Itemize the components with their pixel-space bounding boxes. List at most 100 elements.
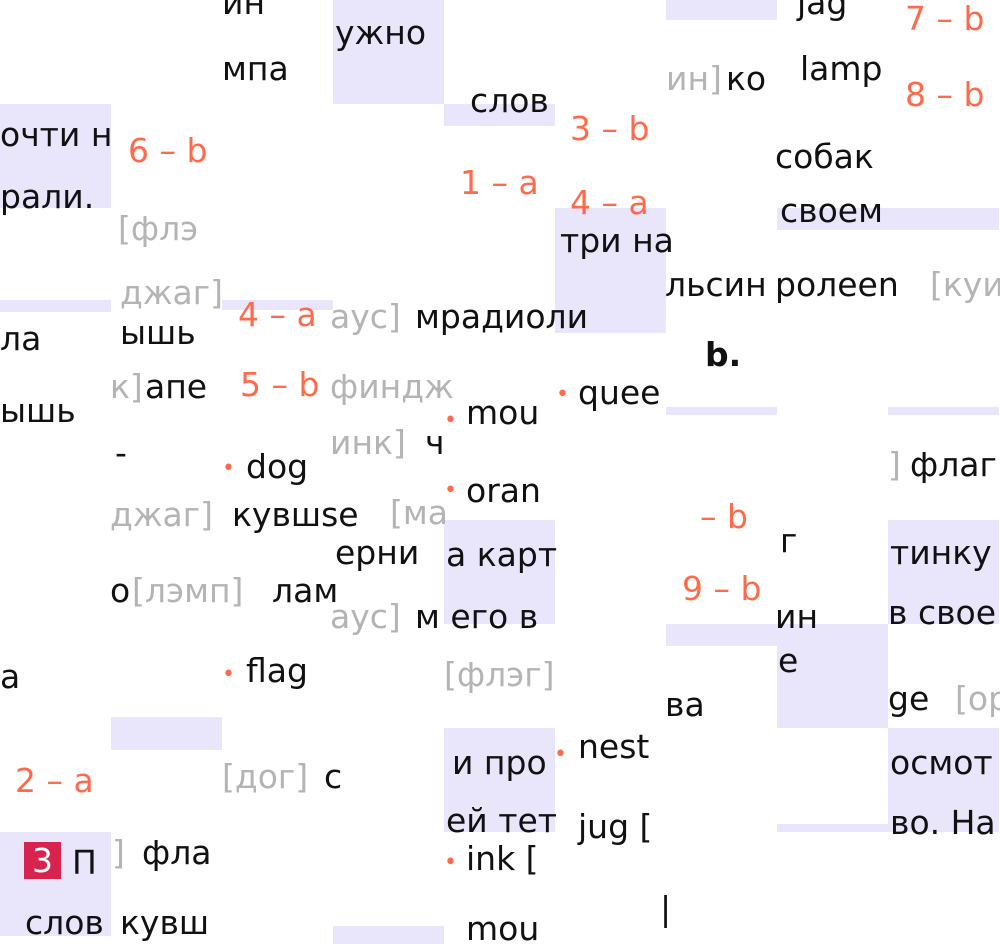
word-nest: nest: [578, 727, 650, 766]
transcription: [ор: [955, 679, 1000, 718]
bullet-dot: •: [556, 382, 569, 407]
highlight-tile: [333, 926, 444, 944]
word-ink: ink [: [466, 839, 539, 878]
answer-label: 1 – a: [460, 163, 539, 202]
text-fragment: мрадиоли: [415, 297, 589, 336]
highlight-tile: [777, 208, 999, 230]
text-fragment: |: [660, 889, 672, 928]
word-flag: flag: [246, 651, 308, 690]
transcription: [дог]: [222, 757, 309, 796]
highlight-tile: [777, 824, 888, 832]
highlight-tile: [0, 104, 111, 208]
transcription: к]: [110, 367, 143, 406]
word-mouse: mou: [466, 909, 540, 948]
answer-label: 8 – b: [905, 75, 985, 114]
text-fragment: -: [115, 433, 127, 472]
text-fragment: е: [778, 641, 799, 680]
highlight-tile: [444, 728, 555, 832]
highlight-tile: [888, 520, 999, 624]
highlight-tile: [555, 208, 666, 333]
answer-label: 2 – a: [15, 761, 94, 800]
text-fragment: во. На: [890, 803, 996, 842]
word-mouse: mou: [466, 393, 540, 432]
word-jug: jug [: [578, 807, 653, 846]
transcription: аус]: [330, 297, 401, 336]
bullet-dot: •: [222, 456, 235, 481]
highlight-tile: [666, 624, 777, 646]
transcription: инк]: [330, 423, 406, 462]
text-fragment: ла: [0, 319, 42, 358]
transcription: ]: [888, 445, 901, 484]
highlight-tile: [777, 624, 888, 728]
highlight-tile: [444, 104, 555, 126]
transcription: ин]: [666, 59, 722, 98]
transcription: ]: [112, 833, 125, 872]
word-queen: quee: [578, 373, 661, 412]
exercise-number-badge: 3: [24, 842, 61, 879]
text-fragment: рали.: [0, 177, 95, 216]
text-fragment: лам: [272, 571, 339, 610]
transcription: аус]: [330, 597, 401, 636]
bullet-dot: •: [444, 408, 457, 433]
highlight-tile: [666, 0, 777, 20]
text-fragment: своем: [780, 191, 883, 230]
text-fragment: П: [72, 843, 97, 882]
text-fragment: ин: [775, 597, 819, 636]
text-fragment: в свое: [888, 593, 997, 632]
text-fragment: слов: [25, 903, 104, 942]
text-fragment: ей тет: [446, 801, 557, 840]
highlight-tile: [0, 300, 111, 312]
text-fragment: г: [780, 521, 798, 560]
answer-label: 9 – b: [682, 569, 762, 608]
text-fragment: слов: [470, 81, 549, 120]
word-orange: oran: [466, 471, 541, 510]
text-fragment: ужно: [335, 13, 427, 52]
answer-label: – b: [700, 497, 748, 536]
transcription: [флэ: [118, 209, 199, 248]
bullet-dot: •: [444, 478, 457, 503]
transcription: джаг]: [110, 495, 213, 534]
word-jag: jag: [797, 0, 848, 22]
text-fragment: ч: [425, 423, 445, 462]
section-label: b.: [705, 335, 742, 374]
text-fragment: апе: [145, 367, 208, 406]
text-fragment: льсин: [665, 265, 767, 304]
answer-label: 5 – b: [240, 365, 320, 404]
transcription: финдж: [330, 367, 454, 406]
answer-label: 7 – b: [905, 0, 985, 38]
transcription: [ма: [390, 493, 448, 532]
text-fragment: фла: [142, 833, 212, 872]
bullet-dot: •: [770, 0, 783, 8]
text-fragment: ышь: [0, 391, 76, 430]
transcription: [флэг]: [444, 655, 555, 694]
highlight-tile: [444, 520, 555, 624]
text-fragment: ge: [888, 679, 930, 718]
text-fragment: ко: [726, 59, 767, 98]
word-dog: dog: [246, 447, 309, 486]
bullet-dot: •: [554, 742, 567, 767]
text-fragment: три на: [560, 221, 674, 260]
word-lamp: lamp: [800, 49, 883, 88]
text-fragment: собак: [775, 137, 874, 176]
text-fragment: кувш: [120, 903, 210, 942]
highlight-tile: [111, 717, 222, 750]
highlight-tile: [666, 407, 777, 415]
answer-label: 4 – a: [238, 295, 317, 334]
text-fragment: флаг: [910, 445, 997, 484]
text-fragment: о: [110, 571, 131, 610]
answer-label: 4 – a: [570, 183, 649, 222]
text-fragment: мпа: [222, 49, 289, 88]
text-fragment: ышь: [120, 313, 196, 352]
text-fragment: кувшse: [232, 495, 359, 534]
text-fragment: ин: [222, 0, 266, 22]
text-fragment: осмот: [890, 743, 993, 782]
text-fragment: а карт: [446, 535, 558, 574]
text-fragment: ерни: [335, 533, 420, 572]
highlight-tile: [888, 728, 999, 832]
text-fragment: ва: [665, 685, 705, 724]
answer-label: 3 – b: [570, 109, 650, 148]
text-fragment: очти н: [0, 115, 113, 154]
text-fragment: ролеen: [775, 265, 899, 304]
transcription: [куи: [930, 265, 1000, 304]
bullet-dot: •: [222, 662, 235, 687]
